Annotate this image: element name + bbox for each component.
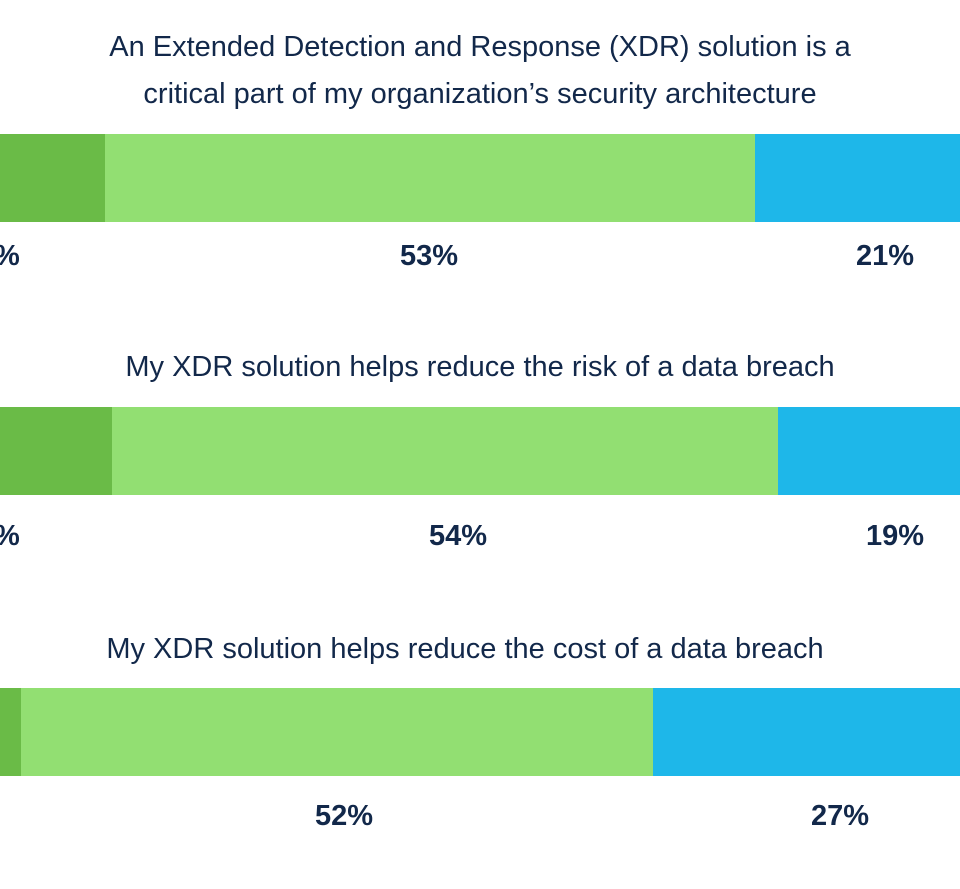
- chart-title-2: My XDR solution helps reduce the risk of…: [0, 344, 960, 391]
- bar-1-segment-agree: [105, 134, 755, 222]
- chart-title-1: An Extended Detection and Response (XDR)…: [0, 24, 960, 118]
- chart-title-1-line-1: An Extended Detection and Response (XDR)…: [109, 31, 851, 63]
- bar-1-label-agree: 53%: [399, 240, 459, 272]
- bar-2-label-neutral: 19%: [865, 520, 925, 552]
- bar-row-3: [0, 688, 960, 776]
- chart-title-3-line-1: My XDR solution helps reduce the cost of…: [106, 633, 824, 665]
- bar-1-segment-neutral: [755, 134, 960, 222]
- chart-title-3: My XDR solution helps reduce the cost of…: [0, 626, 945, 673]
- bar-3-segment-agree: [21, 688, 653, 776]
- bar-row-2: [0, 407, 960, 495]
- bar-1-segment-strongly-agree: [0, 134, 105, 222]
- bar-2-label-strongly-agree: %: [0, 520, 20, 553]
- bar-3-label-neutral: 27%: [810, 800, 870, 832]
- bar-row-1: [0, 134, 960, 222]
- bar-3-segment-strongly-agree: [0, 688, 21, 776]
- bar-2-label-agree: 54%: [428, 520, 488, 552]
- chart-title-2-line-1: My XDR solution helps reduce the risk of…: [125, 351, 835, 383]
- bar-2-segment-strongly-agree: [0, 407, 112, 495]
- bar-3-segment-neutral: [653, 688, 960, 776]
- bar-3-label-agree: 52%: [314, 800, 374, 832]
- bar-2-segment-neutral: [778, 407, 960, 495]
- bar-1-label-neutral: 21%: [855, 240, 915, 272]
- bar-1-label-strongly-agree: %: [0, 240, 20, 273]
- chart-title-1-line-2: critical part of my organization’s secur…: [143, 78, 817, 110]
- bar-2-segment-agree: [112, 407, 778, 495]
